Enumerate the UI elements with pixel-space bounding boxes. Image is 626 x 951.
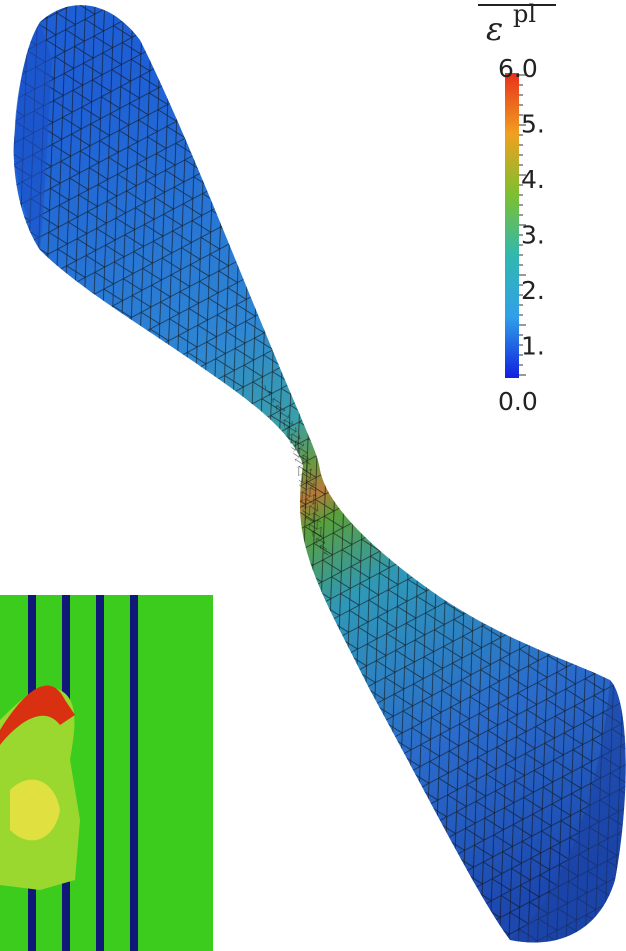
colorbar-label: 2. — [521, 276, 545, 305]
colorbar-label: 1. — [521, 332, 545, 361]
simulation-view: ε pl 6.05.4.3.2.1.0.0 — [0, 0, 626, 951]
colorbar-gradient — [505, 73, 519, 378]
colorbar-label: 4. — [521, 165, 545, 194]
colorbar-superscript: pl — [513, 0, 536, 28]
colorbar-label: 0.0 — [498, 387, 538, 416]
inset-image — [0, 595, 213, 951]
colorbar: ε pl 6.05.4.3.2.1.0.0 — [478, 0, 556, 416]
colorbar-symbol: ε — [486, 10, 503, 48]
colorbar-label: 5. — [521, 110, 545, 139]
colorbar-label: 6.0 — [498, 54, 538, 83]
